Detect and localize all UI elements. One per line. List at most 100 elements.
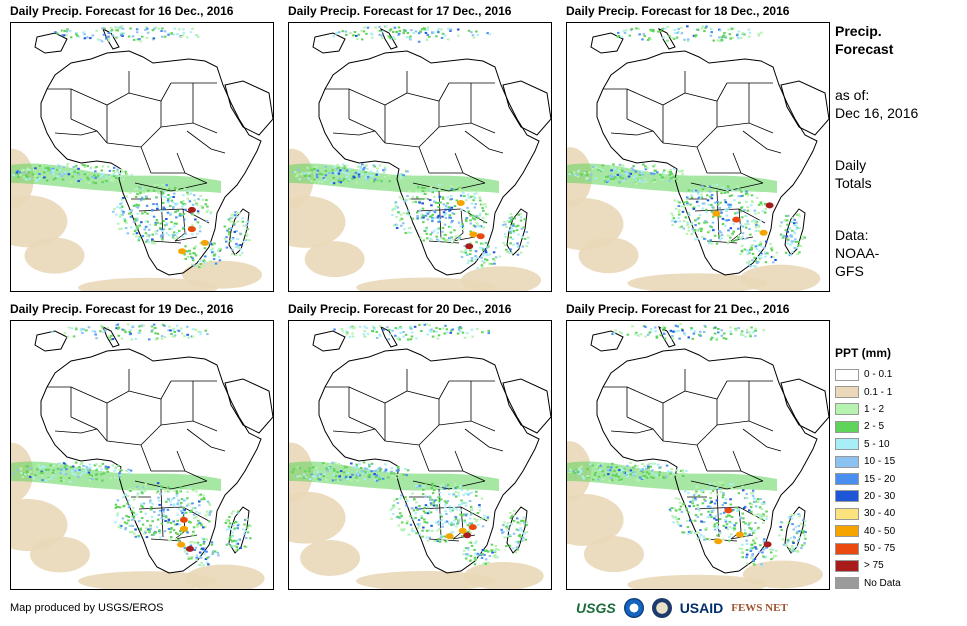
rain-cell bbox=[478, 196, 482, 199]
rain-cell bbox=[192, 513, 196, 516]
rain-cell bbox=[655, 335, 658, 338]
rain-cell bbox=[686, 526, 690, 529]
rain-cell bbox=[482, 562, 486, 565]
rain-cell bbox=[597, 463, 600, 466]
rain-cell bbox=[705, 211, 708, 214]
rain-cell bbox=[728, 204, 731, 207]
rain-cell bbox=[131, 524, 135, 527]
rain-cell bbox=[77, 35, 81, 38]
rain-cell bbox=[175, 222, 178, 225]
rain-cell bbox=[730, 28, 734, 31]
rain-cell bbox=[229, 539, 232, 542]
rain-cell bbox=[751, 489, 755, 492]
rain-cell bbox=[110, 29, 114, 32]
rain-cell bbox=[22, 176, 26, 179]
rain-cell bbox=[462, 549, 466, 552]
rain-cell bbox=[727, 28, 730, 31]
rain-cell bbox=[135, 218, 139, 221]
rain-cell bbox=[167, 234, 171, 237]
rain-cell bbox=[37, 464, 40, 467]
rain-cell bbox=[780, 221, 783, 224]
rain-cell bbox=[760, 508, 764, 510]
rain-cell bbox=[152, 203, 155, 206]
rain-cell bbox=[358, 325, 362, 328]
rain-cell bbox=[227, 231, 231, 233]
rain-cell bbox=[615, 473, 619, 476]
rain-cell bbox=[715, 242, 719, 245]
rain-cell bbox=[225, 240, 228, 243]
rain-cell bbox=[444, 204, 448, 207]
rain-cell bbox=[481, 549, 485, 551]
rain-cell bbox=[124, 528, 127, 531]
rain-cell bbox=[104, 465, 107, 468]
rain-cell bbox=[310, 169, 313, 172]
rain-cell bbox=[101, 479, 104, 482]
rain-cell bbox=[86, 36, 89, 39]
rain-cell bbox=[191, 335, 195, 338]
rain-cell bbox=[392, 36, 395, 39]
rain-cell bbox=[389, 28, 393, 31]
dry-area bbox=[567, 493, 624, 546]
rain-cell bbox=[147, 189, 150, 192]
rain-cell bbox=[41, 465, 44, 468]
rain-cell bbox=[680, 32, 684, 35]
forecast-panel-18-dec: Daily Precip. Forecast for 18 Dec., 2016 bbox=[566, 4, 834, 292]
rain-cell bbox=[706, 185, 709, 187]
rain-cell bbox=[137, 536, 141, 539]
rain-cell bbox=[613, 470, 616, 472]
rain-cell bbox=[634, 179, 638, 182]
rain-cell bbox=[52, 169, 55, 172]
rain-cell bbox=[451, 531, 455, 534]
rain-cell bbox=[100, 40, 104, 43]
rain-cell bbox=[669, 510, 672, 513]
rain-cell bbox=[105, 180, 108, 182]
heavy-rain-core bbox=[445, 533, 454, 540]
rain-cell bbox=[101, 462, 105, 465]
rain-cell bbox=[315, 173, 319, 176]
rain-cell bbox=[90, 474, 93, 477]
rain-cell bbox=[671, 515, 674, 518]
rain-cell bbox=[452, 486, 455, 489]
heavy-rain-core bbox=[759, 229, 768, 236]
rain-cell bbox=[730, 487, 734, 490]
rain-cell bbox=[760, 514, 763, 517]
rain-cell bbox=[791, 545, 794, 547]
rain-cell bbox=[750, 245, 753, 247]
rain-cell bbox=[371, 325, 375, 328]
rain-cell bbox=[473, 548, 476, 551]
rain-cell bbox=[593, 474, 597, 477]
rain-cell bbox=[803, 520, 807, 523]
rain-cell bbox=[803, 543, 806, 546]
rain-cell bbox=[754, 505, 758, 508]
rain-cell bbox=[99, 39, 102, 42]
rain-cell bbox=[476, 266, 479, 269]
rain-cell bbox=[739, 238, 742, 240]
rain-cell bbox=[784, 229, 788, 232]
rain-cell bbox=[95, 473, 99, 476]
asof-date: Dec 16, 2016 bbox=[835, 105, 919, 121]
rain-cell bbox=[146, 235, 149, 238]
rain-cell bbox=[164, 515, 168, 517]
rain-cell bbox=[745, 492, 748, 495]
rain-cell bbox=[747, 523, 750, 526]
rain-cell bbox=[743, 33, 746, 36]
rain-cell bbox=[122, 218, 126, 220]
legend-label: > 75 bbox=[864, 560, 884, 572]
rain-cell bbox=[646, 333, 650, 336]
rain-cell bbox=[138, 331, 142, 334]
rain-cell bbox=[431, 218, 434, 221]
rain-cell bbox=[140, 197, 144, 200]
rain-cell bbox=[126, 323, 130, 326]
rain-cell bbox=[235, 242, 238, 245]
rain-cell bbox=[246, 228, 249, 231]
rain-cell bbox=[307, 177, 310, 180]
rain-cell bbox=[43, 466, 46, 469]
rain-cell bbox=[692, 206, 695, 209]
rain-cell bbox=[334, 478, 338, 481]
rain-cell bbox=[187, 193, 190, 196]
rain-cell bbox=[89, 167, 92, 170]
dry-area bbox=[627, 574, 768, 589]
rain-cell bbox=[759, 253, 763, 256]
rain-cell bbox=[371, 36, 374, 39]
rain-cell bbox=[366, 178, 369, 181]
